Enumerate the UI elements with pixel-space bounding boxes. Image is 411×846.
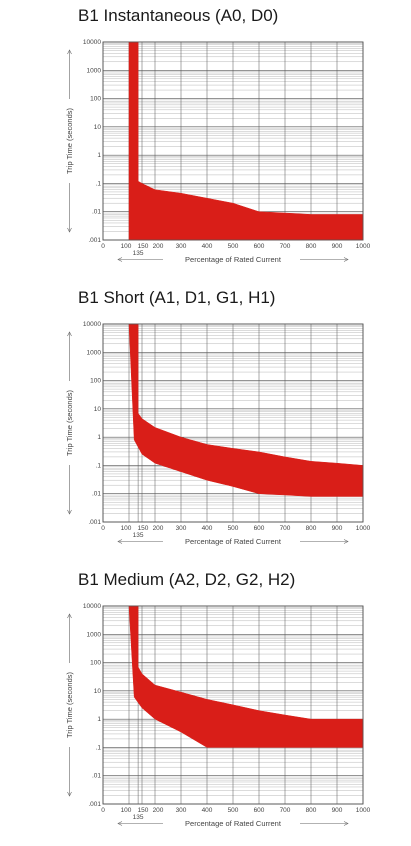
y-tick-label: .01 (92, 773, 101, 780)
x-tick-label: 600 (254, 525, 265, 532)
x-tick-label: 300 (176, 525, 187, 532)
y-tick-label: 1 (97, 434, 101, 441)
y-tick-label: 1 (97, 152, 101, 159)
y-tick-label: .001 (88, 237, 101, 244)
y-tick-label: 1000 (87, 631, 102, 638)
y-tick-label: .001 (88, 519, 101, 526)
x-axis-label: Percentage of Rated Current (185, 537, 282, 546)
x-tick-label: 0 (101, 525, 105, 532)
y-tick-label: .1 (96, 744, 102, 751)
x-tick-label: 900 (332, 525, 343, 532)
x-tick-label: 800 (306, 243, 317, 250)
x-tick-label: 1000 (356, 243, 371, 250)
x-tick-label: 400 (202, 525, 213, 532)
x-tick-label: 500 (228, 807, 239, 814)
y-tick-label: .001 (88, 801, 101, 808)
y-tick-label: 100 (90, 96, 101, 103)
x-axis-label: Percentage of Rated Current (185, 255, 282, 264)
x-sub-tick-label: 135 (133, 532, 144, 539)
y-axis-label: Trip Time (seconds) (65, 108, 74, 174)
y-tick-label: 10 (94, 688, 102, 695)
y-tick-label: 1 (97, 716, 101, 723)
x-tick-label: 700 (280, 807, 291, 814)
x-sub-tick-label: 135 (133, 250, 144, 257)
x-tick-label: 800 (306, 525, 317, 532)
x-tick-label: 400 (202, 807, 213, 814)
x-tick-label: 900 (332, 807, 343, 814)
x-tick-label: 700 (280, 243, 291, 250)
y-tick-label: 1000 (87, 67, 102, 74)
x-tick-label: 200 (153, 807, 164, 814)
x-tick-label: 300 (176, 243, 187, 250)
trip-curve-chart: .001 .01 .1 1 10 100 1000 10000 0 100 150 200 300 400… (0, 0, 411, 282)
y-axis-label: Trip Time (seconds) (65, 390, 74, 456)
y-tick-label: 10 (94, 406, 102, 413)
y-tick-label: .01 (92, 491, 101, 498)
x-tick-label: 1000 (356, 525, 371, 532)
y-tick-label: 100 (90, 660, 101, 667)
y-tick-label: 100 (90, 378, 101, 385)
x-tick-label: 700 (280, 525, 291, 532)
y-tick-label: 10000 (83, 603, 101, 610)
x-tick-label: 200 (153, 525, 164, 532)
y-tick-label: 1000 (87, 349, 102, 356)
y-tick-label: .1 (96, 180, 102, 187)
x-tick-label: 800 (306, 807, 317, 814)
x-axis-label: Percentage of Rated Current (185, 819, 282, 828)
x-tick-label: 500 (228, 525, 239, 532)
x-tick-label: 900 (332, 243, 343, 250)
x-tick-label: 500 (228, 243, 239, 250)
x-tick-label: 0 (101, 243, 105, 250)
x-tick-label: 600 (254, 243, 265, 250)
x-tick-label: 150 (138, 525, 149, 532)
x-tick-label: 100 (121, 807, 132, 814)
x-tick-label: 600 (254, 807, 265, 814)
y-tick-label: 10000 (83, 321, 101, 328)
y-axis-label: Trip Time (seconds) (65, 672, 74, 738)
x-tick-label: 1000 (356, 807, 371, 814)
x-sub-tick-label: 135 (133, 814, 144, 821)
x-tick-label: 150 (138, 807, 149, 814)
x-tick-label: 100 (121, 243, 132, 250)
x-tick-label: 150 (138, 243, 149, 250)
x-tick-label: 200 (153, 243, 164, 250)
y-tick-label: .01 (92, 209, 101, 216)
y-tick-label: .1 (96, 462, 102, 469)
x-tick-label: 100 (121, 525, 132, 532)
x-tick-label: 0 (101, 807, 105, 814)
x-tick-label: 400 (202, 243, 213, 250)
y-tick-label: 10000 (83, 39, 101, 46)
x-tick-label: 300 (176, 807, 187, 814)
trip-curve-chart: .001 .01 .1 1 10 100 1000 10000 0 100 150 200 300 400… (0, 564, 411, 846)
y-tick-label: 10 (94, 124, 102, 131)
trip-curve-chart: .001 .01 .1 1 10 100 1000 10000 0 100 150 200 300 400… (0, 282, 411, 564)
